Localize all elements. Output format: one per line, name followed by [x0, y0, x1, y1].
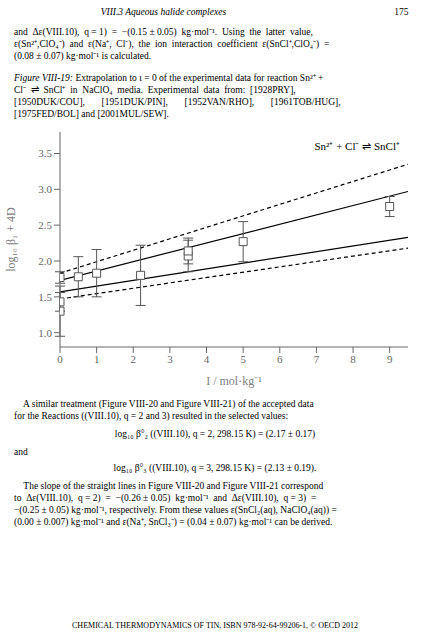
svg-text:4: 4 — [204, 353, 210, 365]
html-text:VIII.3 Aqueous halide complexe: VIII.3 Aqueous halide complexes — [100, 7, 227, 17]
html-text:to Δε(VIII.10), q = 2) = −(0.2: to Δε(VIII.10), q = 2) = −(0.26 ± 0.05) … — [14, 493, 317, 503]
svg-text:3: 3 — [167, 353, 173, 365]
svg-text:log₁₀ β₁ + 4D: log₁₀ β₁ + 4D — [8, 207, 18, 272]
svg-text:9: 9 — [387, 353, 393, 365]
html-text:The slope of the straight line: The slope of the straight lines in Figur… — [14, 481, 324, 491]
html-text:(0.00 ± 0.007) kg·mol⁻¹ and ε(: (0.00 ± 0.007) kg·mol⁻¹ and ε(Na⁺, SnCl₃… — [14, 517, 333, 527]
svg-text:1: 1 — [94, 353, 100, 365]
html-text:and Δε(VIII.10), q = 1) = −(0.: and Δε(VIII.10), q = 1) = −(0.15 ± 0.05)… — [14, 27, 313, 37]
svg-text:I / mol·kg⁻¹: I / mol·kg⁻¹ — [206, 374, 262, 388]
svg-text:6: 6 — [277, 353, 283, 365]
html-text:Sn²⁺ + Cl⁻ ⇌ SnCl⁺: Sn²⁺ + Cl⁻ ⇌ SnCl⁺ — [314, 140, 400, 152]
svg-text:2: 2 — [131, 353, 137, 365]
html-text:A similar treatment (Figure VI: A similar treatment (Figure VIII-20 and … — [14, 399, 314, 409]
html-text:(0.08 ± 0.07) kg·mol⁻¹ is calc: (0.08 ± 0.07) kg·mol⁻¹ is calculated. — [14, 51, 152, 61]
html-text:Figure VIII-19: Extrapolation: Figure VIII-19: Extrapolation to ι = 0 o… — [14, 73, 324, 83]
svg-text:1.5: 1.5 — [38, 291, 52, 303]
html-text:[1950DUK/COU], [1951DUK/PIN],: [1950DUK/COU], [1951DUK/PIN], [1952VAN/R… — [14, 97, 341, 107]
svg-text:1.0: 1.0 — [38, 327, 52, 339]
html-text:and: and — [14, 447, 28, 457]
svg-text:3.0: 3.0 — [38, 183, 52, 195]
svg-text:2.5: 2.5 — [38, 219, 52, 231]
html-text:log₁₀ β°₂ ((VIII.10), q = 2, 2: log₁₀ β°₂ ((VIII.10), q = 2, 298.15 K) =… — [114, 429, 316, 439]
svg-text:8: 8 — [350, 353, 356, 365]
html-text:Cl⁻ ⇌ SnCl⁺ in NaClO₄ media. E: Cl⁻ ⇌ SnCl⁺ in NaClO₄ media. Experimenta… — [14, 85, 296, 95]
html-text:ε(Sn²⁺,ClO₄⁻) and ε(Na⁺, Cl⁻),: ε(Sn²⁺,ClO₄⁻) and ε(Na⁺, Cl⁻), the ion i… — [14, 39, 330, 49]
html-text:CHEMICAL THERMODYNAMICS OF TIN: CHEMICAL THERMODYNAMICS OF TIN, ISBN 978… — [72, 621, 358, 630]
svg-text:3.5: 3.5 — [38, 147, 52, 159]
svg-text:5: 5 — [240, 353, 246, 365]
svg-text:2.0: 2.0 — [38, 255, 52, 267]
html-text:for the Reactions ((VIII.10),: for the Reactions ((VIII.10), q = 2 and … — [14, 411, 289, 421]
svg-text:7: 7 — [314, 353, 320, 365]
html-text:−(0.25 ± 0.05) kg·mol⁻¹, respe: −(0.25 ± 0.05) kg·mol⁻¹, respectively. F… — [14, 505, 337, 515]
html-text:175: 175 — [394, 7, 409, 17]
svg-text:0: 0 — [57, 353, 63, 365]
html-text:[1975FED/BOL] and [2001MUL/SEW: [1975FED/BOL] and [2001MUL/SEW]. — [14, 109, 169, 119]
html-text:log₁₀ β°₃ ((VIII.10), q = 3, 2: log₁₀ β°₃ ((VIII.10), q = 3, 298.15 K) =… — [113, 463, 317, 473]
